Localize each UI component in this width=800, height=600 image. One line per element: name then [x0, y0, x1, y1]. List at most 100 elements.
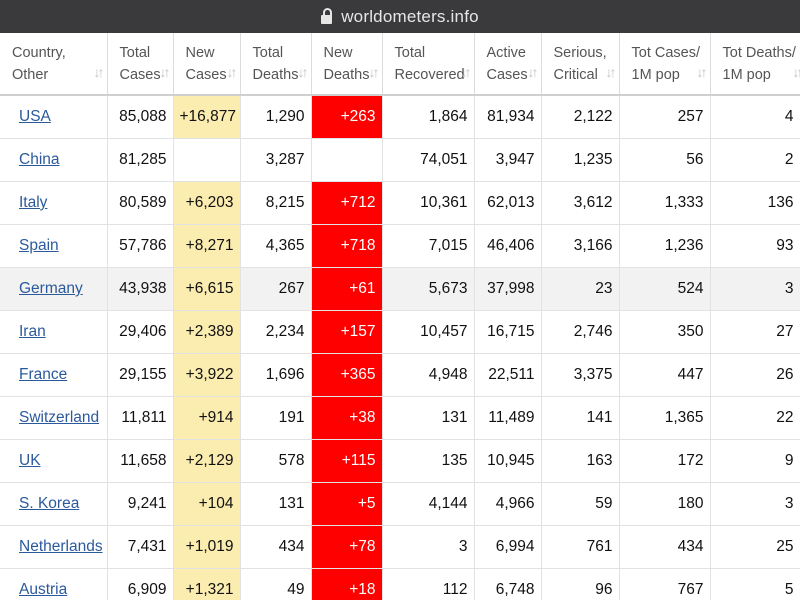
table-row: USA 85,088 +16,877 1,290 +263 1,864 81,934 2,12… [0, 95, 800, 139]
deaths-per-1m-cell: 22 [710, 396, 800, 440]
sort-icon[interactable]: ↓↑ [297, 64, 309, 80]
table-body: USA 85,088 +16,877 1,290 +263 1,864 81,934 2,12… [0, 95, 800, 600]
serious-critical-cell: 2,746 [541, 310, 620, 354]
sort-icon[interactable]: ↓↑ [460, 64, 472, 80]
sort-icon[interactable]: ↓↑ [226, 64, 238, 80]
total-cases-cell: 57,786 [107, 224, 174, 268]
total-deaths-cell: 8,215 [240, 181, 312, 225]
total-recovered-cell: 112 [382, 568, 475, 600]
active-cases-cell: 37,998 [474, 267, 542, 311]
new-cases-cell [173, 138, 241, 182]
column-header-new-cases[interactable]: New Cases ↓↑ [173, 33, 241, 96]
new-deaths-cell [311, 138, 383, 182]
deaths-per-1m-cell: 27 [710, 310, 800, 354]
deaths-per-1m-cell: 9 [710, 439, 800, 483]
serious-critical-cell: 761 [541, 525, 620, 569]
total-cases-cell: 9,241 [107, 482, 174, 526]
new-deaths-cell: +5 [311, 482, 383, 526]
column-header-country-other[interactable]: Country, Other ↓↑ [0, 33, 108, 96]
country-link[interactable]: Netherlands [19, 538, 103, 555]
total-deaths-cell: 131 [240, 482, 312, 526]
active-cases-cell: 4,966 [474, 482, 542, 526]
serious-critical-cell: 3,166 [541, 224, 620, 268]
serious-critical-cell: 3,375 [541, 353, 620, 397]
total-recovered-cell: 131 [382, 396, 475, 440]
cases-per-1m-cell: 257 [619, 95, 711, 139]
total-cases-cell: 80,589 [107, 181, 174, 225]
country-link[interactable]: Iran [19, 323, 46, 340]
country-link[interactable]: Spain [19, 237, 59, 254]
column-header-active-cases[interactable]: Active Cases ↓↑ [474, 33, 542, 96]
column-header-label: Country, [12, 44, 66, 61]
column-header-label: Tot Cases/ [631, 44, 701, 61]
column-header-label: New [323, 44, 353, 61]
column-header-serious-critical[interactable]: Serious, Critical ↓↑ [541, 33, 620, 96]
column-header-total-cases[interactable]: Total Cases ↓↑ [107, 33, 174, 96]
new-deaths-cell: +38 [311, 396, 383, 440]
column-header-label: Total [394, 44, 426, 61]
country-cell: S. Korea [0, 482, 108, 526]
sort-icon[interactable]: ↓↑ [696, 64, 708, 80]
active-cases-cell: 22,511 [474, 353, 542, 397]
total-deaths-cell: 434 [240, 525, 312, 569]
column-header-total-deaths[interactable]: Total Deaths ↓↑ [240, 33, 312, 96]
new-deaths-cell: +115 [311, 439, 383, 483]
total-recovered-cell: 4,948 [382, 353, 475, 397]
column-header-tot-cases-per-1m[interactable]: Tot Cases/1M pop ↓↑ [619, 33, 711, 96]
country-link[interactable]: Austria [19, 581, 68, 598]
country-cell: Spain [0, 224, 108, 268]
deaths-per-1m-cell: 2 [710, 138, 800, 182]
deaths-per-1m-cell: 4 [710, 95, 800, 139]
sort-icon[interactable]: ↓↑ [605, 64, 617, 80]
total-deaths-cell: 1,290 [240, 95, 312, 139]
sort-icon[interactable]: ↓↑ [792, 64, 800, 80]
address-bar[interactable]: worldometers.info [0, 0, 800, 33]
country-link[interactable]: S. Korea [19, 495, 80, 512]
sort-icon[interactable]: ↓↑ [93, 64, 105, 80]
new-cases-cell: +8,271 [173, 224, 241, 268]
country-link[interactable]: France [19, 366, 68, 383]
column-header-tot-deaths-per-1m[interactable]: Tot Deaths/1M pop ↓↑ [710, 33, 800, 96]
total-cases-cell: 6,909 [107, 568, 174, 600]
lock-icon [321, 7, 333, 24]
cases-per-1m-cell: 56 [619, 138, 711, 182]
serious-critical-cell: 59 [541, 482, 620, 526]
country-link[interactable]: Germany [19, 280, 83, 297]
total-recovered-cell: 74,051 [382, 138, 475, 182]
sort-descending-icon[interactable]: ↓↑ [159, 64, 171, 80]
total-recovered-cell: 5,673 [382, 267, 475, 311]
total-deaths-cell: 49 [240, 568, 312, 600]
column-header-new-deaths[interactable]: New Deaths ↓↑ [311, 33, 383, 96]
new-deaths-cell: +18 [311, 568, 383, 600]
active-cases-cell: 46,406 [474, 224, 542, 268]
new-deaths-cell: +157 [311, 310, 383, 354]
country-link[interactable]: China [19, 151, 60, 168]
country-link[interactable]: Italy [19, 194, 48, 211]
total-deaths-cell: 2,234 [240, 310, 312, 354]
cases-per-1m-cell: 767 [619, 568, 711, 600]
table-row: S. Korea 9,241 +104 131 +5 4,144 4,966 59 180 3 [0, 482, 800, 526]
cases-per-1m-cell: 180 [619, 482, 711, 526]
new-cases-cell: +914 [173, 396, 241, 440]
new-deaths-cell: +365 [311, 353, 383, 397]
total-cases-cell: 85,088 [107, 95, 174, 139]
sort-icon[interactable]: ↓↑ [527, 64, 539, 80]
column-header-total-recovered[interactable]: Total Recovered ↓↑ [382, 33, 475, 96]
covid-stats-table: Country, Other ↓↑ Total Cases ↓↑ New Cases ↓↑ Tot… [0, 33, 800, 600]
serious-critical-cell: 3,612 [541, 181, 620, 225]
serious-critical-cell: 141 [541, 396, 620, 440]
deaths-per-1m-cell: 136 [710, 181, 800, 225]
country-link[interactable]: UK [19, 452, 41, 469]
active-cases-cell: 3,947 [474, 138, 542, 182]
new-cases-cell: +16,877 [173, 95, 241, 139]
total-cases-cell: 11,658 [107, 439, 174, 483]
serious-critical-cell: 163 [541, 439, 620, 483]
active-cases-cell: 62,013 [474, 181, 542, 225]
country-link[interactable]: Switzerland [19, 409, 100, 426]
new-cases-cell: +2,389 [173, 310, 241, 354]
country-cell: France [0, 353, 108, 397]
new-cases-cell: +104 [173, 482, 241, 526]
sort-icon[interactable]: ↓↑ [368, 64, 380, 80]
country-cell: Switzerland [0, 396, 108, 440]
country-link[interactable]: USA [19, 108, 51, 125]
